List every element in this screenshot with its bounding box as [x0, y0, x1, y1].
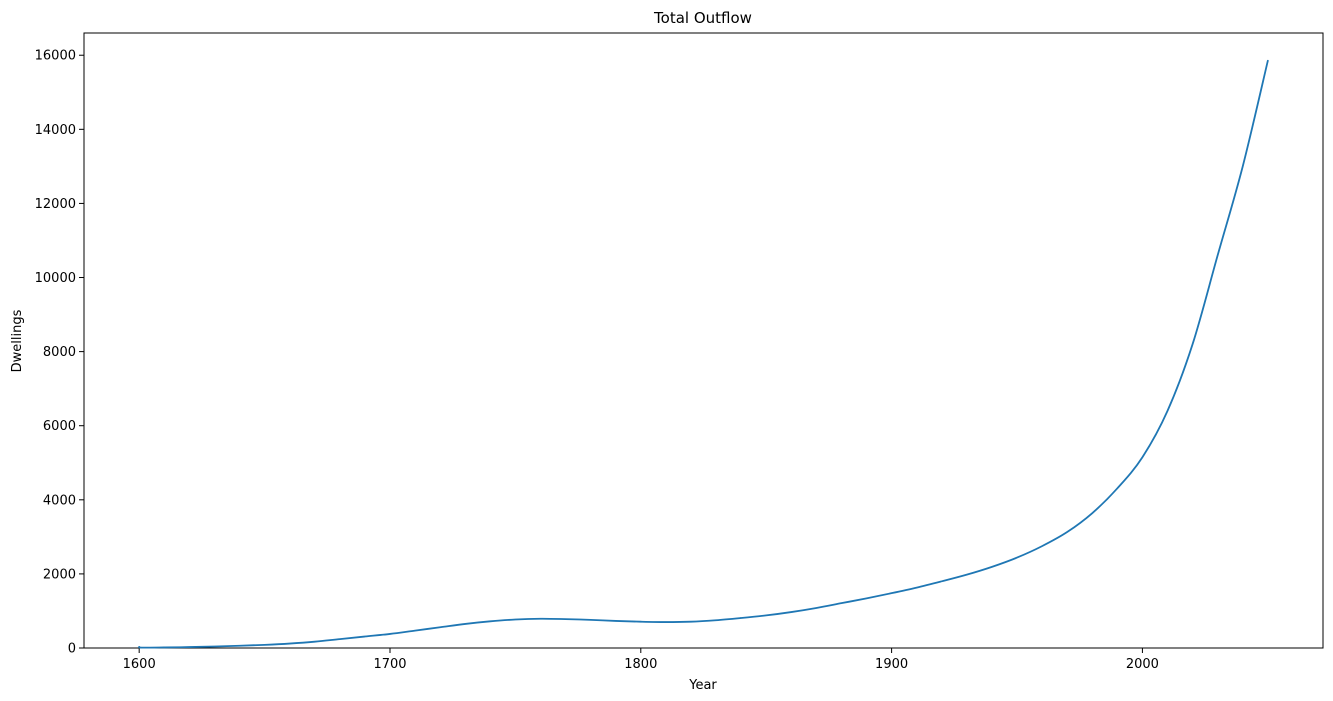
y-tick-label: 8000: [43, 345, 76, 360]
y-tick-label: 6000: [43, 419, 76, 434]
x-axis-label: Year: [688, 678, 717, 693]
x-tick-label: 1700: [373, 657, 406, 672]
plot-frame: [83, 32, 1324, 649]
series-line: [138, 59, 1269, 649]
x-axis: 1600 1700 1800 1900 2000: [123, 648, 1159, 672]
y-axis: 0 2000 4000 6000 8000 10000 12000 14000 16000: [35, 49, 84, 657]
plot-area: 1600 1700 1800 1900 2000 0 2000 4000 6000 8000 10…: [35, 32, 1324, 672]
y-tick-label: 14000: [35, 123, 76, 138]
y-tick-label: 0: [68, 642, 76, 657]
y-tick-label: 4000: [43, 493, 76, 508]
y-tick-label: 2000: [43, 567, 76, 582]
x-tick-label: 1600: [123, 657, 156, 672]
y-tick-label: 12000: [35, 197, 76, 212]
x-tick-label: 2000: [1126, 657, 1159, 672]
x-tick-label: 1900: [875, 657, 908, 672]
y-tick-label: 10000: [35, 271, 76, 286]
y-tick-label: 16000: [35, 49, 76, 64]
y-axis-label: Dwellings: [10, 309, 25, 372]
chart-title: Total Outflow: [653, 9, 752, 27]
x-tick-label: 1800: [624, 657, 657, 672]
